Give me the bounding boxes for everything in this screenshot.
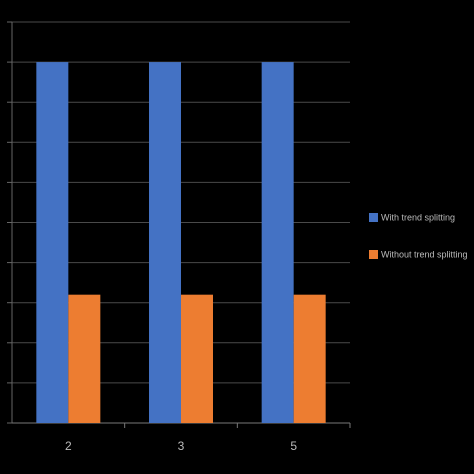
bar xyxy=(293,294,326,423)
legend-swatch xyxy=(369,213,378,222)
legend-swatch xyxy=(369,250,378,259)
bar xyxy=(181,294,213,423)
x-tick-label: 3 xyxy=(178,439,185,453)
x-tick-label: 5 xyxy=(290,439,297,453)
bar xyxy=(68,294,101,423)
x-tick-label: 2 xyxy=(65,439,72,453)
bar xyxy=(149,62,181,423)
legend-label: Without trend splitting xyxy=(381,249,468,259)
bar xyxy=(261,62,294,423)
legend-label: With trend splitting xyxy=(381,212,455,222)
bar xyxy=(36,62,69,423)
